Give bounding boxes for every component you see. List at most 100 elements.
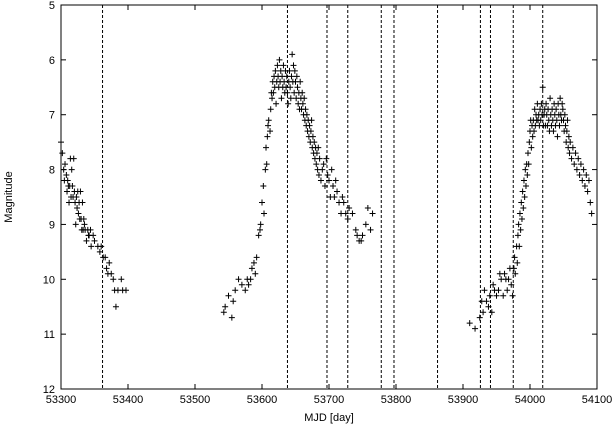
data-point bbox=[301, 95, 308, 102]
data-point bbox=[547, 95, 554, 102]
data-point bbox=[349, 210, 356, 217]
data-point bbox=[294, 84, 301, 91]
data-point bbox=[516, 210, 523, 217]
y-tick-label: 9 bbox=[49, 219, 55, 231]
y-tick-label: 12 bbox=[43, 384, 55, 396]
data-point bbox=[90, 232, 97, 239]
data-point bbox=[480, 309, 487, 316]
x-tick-label: 53700 bbox=[314, 394, 345, 406]
data-point bbox=[531, 106, 538, 113]
data-point bbox=[288, 73, 295, 80]
data-point bbox=[553, 106, 560, 113]
x-tick-label: 53300 bbox=[46, 394, 77, 406]
data-point bbox=[284, 89, 291, 96]
data-point bbox=[324, 172, 331, 179]
data-point bbox=[559, 106, 566, 113]
x-tick-label: 53400 bbox=[113, 394, 144, 406]
data-point bbox=[72, 221, 79, 228]
data-point bbox=[520, 204, 527, 211]
data-point bbox=[70, 155, 77, 162]
data-point bbox=[81, 221, 88, 228]
data-point bbox=[559, 100, 566, 107]
data-point bbox=[509, 292, 516, 299]
data-point bbox=[276, 56, 283, 63]
data-point bbox=[250, 259, 257, 266]
data-point bbox=[583, 172, 590, 179]
x-tick-label: 53600 bbox=[247, 394, 278, 406]
data-point bbox=[112, 303, 119, 310]
data-point bbox=[323, 155, 330, 162]
x-tick-label: 53800 bbox=[381, 394, 412, 406]
data-point bbox=[235, 276, 242, 283]
data-point bbox=[500, 292, 507, 299]
data-point bbox=[550, 128, 557, 135]
data-point bbox=[245, 281, 252, 288]
data-point bbox=[580, 166, 587, 173]
data-point bbox=[83, 237, 90, 244]
data-point bbox=[64, 188, 71, 195]
data-point bbox=[488, 309, 495, 316]
data-point bbox=[466, 320, 473, 327]
data-point bbox=[79, 199, 86, 206]
data-point bbox=[518, 199, 525, 206]
data-point bbox=[481, 287, 488, 294]
data-point bbox=[565, 133, 572, 140]
data-point bbox=[556, 122, 563, 129]
data-point bbox=[576, 172, 583, 179]
x-tick-label: 54100 bbox=[582, 394, 613, 406]
data-point bbox=[122, 287, 129, 294]
data-point bbox=[291, 67, 298, 74]
data-point bbox=[222, 303, 229, 310]
data-point bbox=[264, 133, 271, 140]
data-point bbox=[297, 78, 304, 85]
data-point bbox=[354, 232, 361, 239]
data-point bbox=[307, 128, 314, 135]
data-point bbox=[73, 194, 80, 200]
y-tick-label: 7 bbox=[49, 110, 55, 122]
data-point bbox=[108, 270, 115, 277]
data-point bbox=[278, 95, 285, 102]
data-point bbox=[528, 144, 535, 151]
y-axis: 5 6 7 8 9 10 11 12 bbox=[43, 0, 597, 396]
data-point bbox=[255, 232, 262, 239]
data-point bbox=[63, 172, 70, 179]
data-point bbox=[252, 270, 259, 277]
data-point bbox=[572, 150, 579, 157]
data-point bbox=[501, 270, 508, 277]
data-point bbox=[103, 265, 110, 272]
data-point bbox=[367, 226, 374, 233]
data-point bbox=[514, 259, 521, 266]
data-point bbox=[584, 188, 591, 195]
data-point bbox=[98, 243, 105, 250]
data-point bbox=[302, 106, 309, 113]
data-point bbox=[261, 210, 268, 217]
data-point bbox=[330, 183, 337, 190]
data-point bbox=[557, 95, 564, 102]
data-point bbox=[476, 314, 483, 321]
data-point bbox=[364, 204, 371, 211]
data-point bbox=[313, 150, 320, 157]
data-point bbox=[87, 226, 94, 233]
data-point bbox=[493, 292, 500, 299]
y-axis-label: Magnitude bbox=[3, 171, 15, 222]
data-point bbox=[531, 128, 538, 135]
data-point bbox=[504, 287, 511, 294]
data-point bbox=[526, 139, 533, 146]
data-point bbox=[77, 188, 84, 195]
data-point bbox=[285, 100, 292, 107]
data-point bbox=[299, 100, 306, 107]
data-point bbox=[486, 292, 493, 299]
x-axis: 53300 53400 53500 53600 53700 53800 53900 54000… bbox=[46, 5, 613, 406]
data-point bbox=[567, 139, 574, 146]
data-point bbox=[575, 155, 582, 162]
data-point bbox=[588, 210, 595, 217]
data-point bbox=[110, 276, 117, 283]
y-tick-label: 10 bbox=[43, 274, 55, 286]
data-point bbox=[315, 144, 322, 151]
data-point bbox=[247, 276, 254, 283]
data-point bbox=[272, 67, 279, 74]
data-point bbox=[220, 309, 227, 316]
data-point bbox=[102, 254, 109, 261]
y-tick-label: 11 bbox=[44, 329, 55, 341]
